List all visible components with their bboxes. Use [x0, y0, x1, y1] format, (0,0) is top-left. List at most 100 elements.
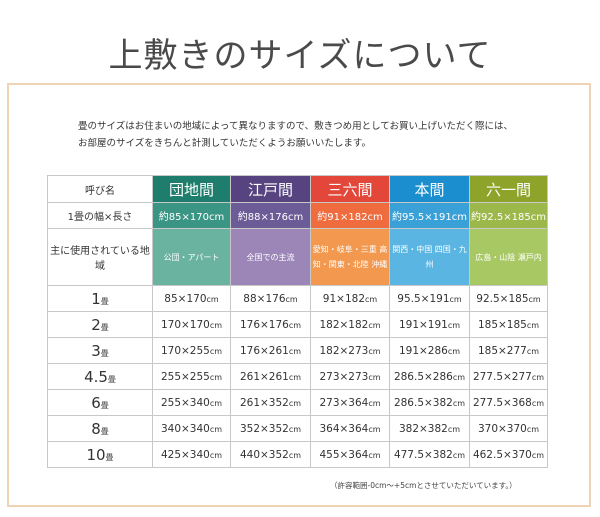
size-value: 191×191: [398, 318, 448, 331]
size-value: 273×364: [319, 396, 369, 409]
size-value: 176×261: [239, 344, 289, 357]
size-value: 286.5×382: [393, 396, 453, 409]
unit-cm: cm: [447, 346, 461, 356]
tatami-count: 10畳: [47, 441, 153, 468]
size-value: 255×340: [160, 396, 210, 409]
size-value: 182×273: [319, 344, 369, 357]
unit-cm: cm: [449, 294, 462, 304]
unit-cm: cm: [368, 346, 381, 356]
size-cell: 191×286cm: [389, 337, 470, 364]
table-row: 6畳 255×340cm 261×352cm 273×364cm 286.5×382cm…: [47, 389, 548, 416]
unit-cm: cm: [368, 320, 381, 330]
unit-cm: cm: [368, 450, 381, 460]
size-cell: 176×261cm: [230, 337, 311, 364]
size-value: 477.5×382: [393, 448, 453, 461]
size-cell: 85×170cm: [152, 285, 231, 312]
content-frame: [7, 83, 591, 507]
unit-cm: cm: [452, 450, 466, 460]
table-row-name: 呼び名 団地間 江戸間 三六間 本間 六一間: [47, 175, 548, 203]
unit-cm: cm: [531, 450, 545, 460]
tatami-number: 1: [91, 289, 101, 308]
unit-cm: cm: [526, 320, 540, 330]
unit-cm: cm: [531, 398, 545, 408]
size-cell: 185×277cm: [469, 337, 548, 364]
cell-size: 約95.5×191cm: [389, 202, 470, 229]
unit-cm: cm: [452, 398, 466, 408]
size-value: 170×170: [160, 318, 210, 331]
unit-cm: cm: [209, 450, 223, 460]
tatami-count: 6畳: [47, 389, 153, 416]
page-title: 上敷きのサイズについて: [108, 36, 492, 76]
size-cell: 277.5×368cm: [469, 389, 548, 416]
size-cell: 277.5×277cm: [469, 363, 548, 390]
size-cell: 191×191cm: [389, 311, 470, 338]
size-cell: 95.5×191cm: [389, 285, 470, 312]
size-value: 176×176: [239, 318, 289, 331]
size-cell: 182×182cm: [310, 311, 390, 338]
size-value: 92.5×185: [476, 292, 529, 305]
size-value: 85×170: [164, 292, 207, 305]
size-value: 261×352: [239, 396, 289, 409]
unit-cm: cm: [288, 398, 302, 408]
unit-cm: cm: [368, 398, 381, 408]
unit-cm: cm: [209, 320, 223, 330]
tatami-number: 6: [91, 393, 101, 412]
size-cell: 170×170cm: [152, 311, 231, 338]
size-value: 462.5×370: [472, 448, 532, 461]
table-row: 8畳 340×340cm 352×352cm 364×364cm 382×382cm 37…: [47, 415, 548, 442]
unit-cm: cm: [526, 346, 540, 356]
size-cell: 462.5×370cm: [469, 441, 548, 468]
size-value: 185×277: [477, 344, 527, 357]
intro-line: 畳のサイズはお住まいの地域によって異なりますので、敷きつめ用としてお買い上げいた…: [78, 121, 514, 132]
size-cell: 182×273cm: [310, 337, 390, 364]
size-cell: 440×352cm: [230, 441, 311, 468]
size-value: 273×273: [319, 370, 369, 383]
tatami-number: 4.5: [84, 367, 108, 386]
size-cell: 255×340cm: [152, 389, 231, 416]
size-cell: 185×185cm: [469, 311, 548, 338]
tatami-count: 1畳: [47, 285, 153, 312]
unit-cm: cm: [285, 294, 298, 304]
tatami-unit: 畳: [105, 452, 114, 462]
size-value: 352×352: [239, 422, 289, 435]
size-cell: 382×382cm: [389, 415, 470, 442]
tatami-count: 8畳: [47, 415, 153, 442]
size-value: 455×364: [319, 448, 369, 461]
size-cell: 455×364cm: [310, 441, 390, 468]
size-value: 255×255: [160, 370, 210, 383]
size-cell: 273×273cm: [310, 363, 390, 390]
intro-line: お部屋のサイズをきちんと計測していただくようお願いいたします。: [78, 138, 371, 149]
unit-cm: cm: [531, 372, 545, 382]
size-value: 191×286: [398, 344, 448, 357]
tatami-count: 4.5畳: [47, 363, 153, 390]
cell-name: 江戸間: [230, 175, 311, 203]
tatami-number: 2: [91, 315, 101, 334]
size-cell: 286.5×382cm: [389, 389, 470, 416]
unit-cm: cm: [528, 294, 541, 304]
row-label: 主に使用されている地域: [47, 228, 153, 286]
tatami-unit: 畳: [100, 348, 109, 358]
tatami-count: 2畳: [47, 311, 153, 338]
unit-cm: cm: [526, 424, 540, 434]
unit-cm: cm: [365, 294, 378, 304]
unit-cm: cm: [209, 372, 223, 382]
cell-name: 本間: [389, 175, 470, 203]
size-cell: 340×340cm: [152, 415, 231, 442]
unit-cm: cm: [209, 346, 223, 356]
row-label: 呼び名: [47, 175, 153, 203]
size-table: 呼び名 団地間 江戸間 三六間 本間 六一間 1畳の幅×長さ 約85×170cm 約88×176…: [47, 175, 548, 468]
size-value: 286.5×286: [393, 370, 453, 383]
table-row: 3畳 170×255cm 176×261cm 182×273cm 191×286cm 18…: [47, 337, 548, 364]
cell-size: 約92.5×185cm: [469, 202, 548, 229]
size-value: 185×185: [477, 318, 527, 331]
unit-cm: cm: [288, 372, 302, 382]
size-value: 382×382: [398, 422, 448, 435]
tatami-unit: 畳: [100, 400, 109, 410]
unit-cm: cm: [288, 450, 302, 460]
unit-cm: cm: [288, 424, 302, 434]
table-row-size: 1畳の幅×長さ 約85×170cm 約88×176cm 約91×182cm 約95.5×…: [47, 202, 548, 229]
size-value: 340×340: [160, 422, 210, 435]
unit-cm: cm: [452, 372, 466, 382]
size-cell: 92.5×185cm: [469, 285, 548, 312]
